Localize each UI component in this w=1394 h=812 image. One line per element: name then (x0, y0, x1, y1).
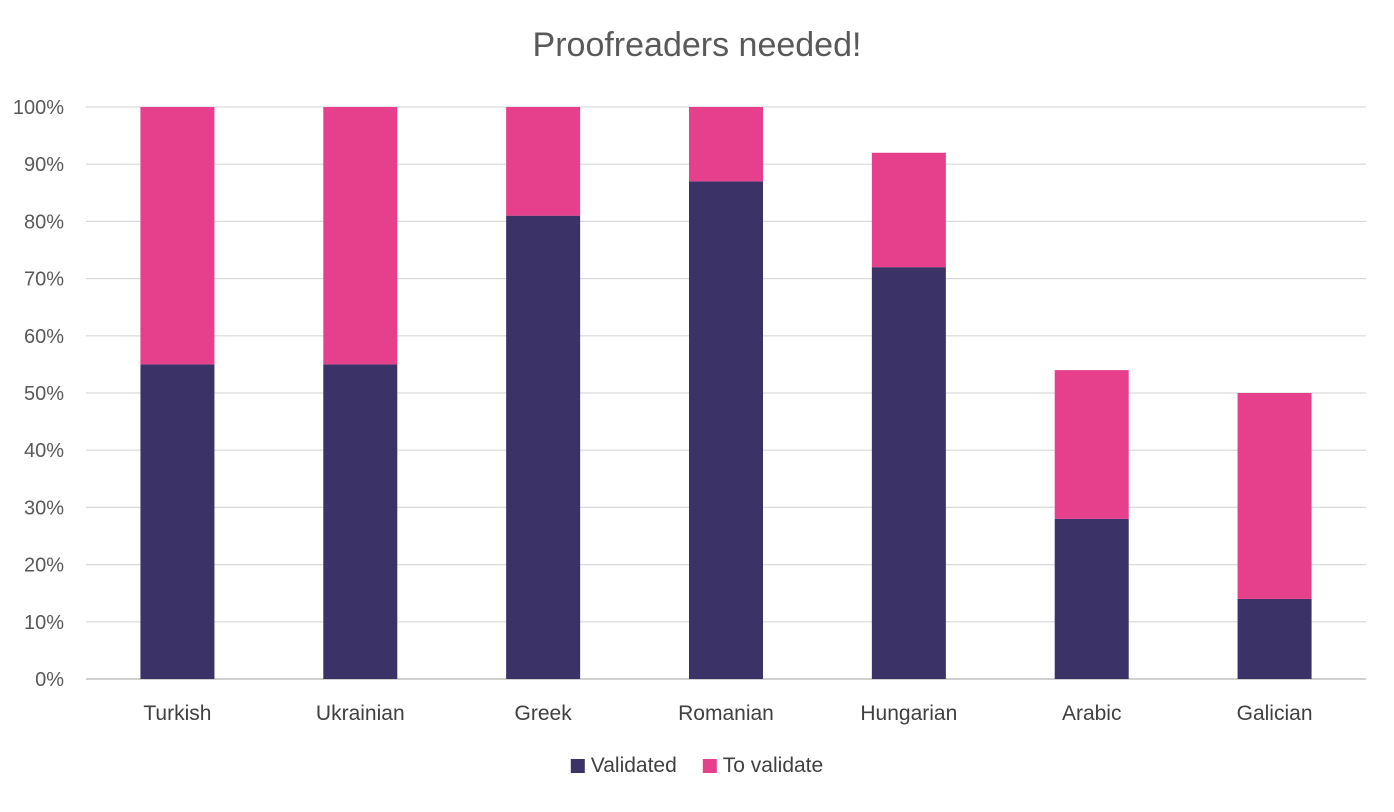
y-tick-label: 30% (24, 497, 64, 519)
y-tick-label: 80% (24, 211, 64, 233)
bar-segment (871, 267, 946, 679)
y-tick-label: 50% (24, 383, 64, 405)
bar-segment (1054, 518, 1129, 679)
legend: Validated To validate (570, 754, 823, 777)
y-tick-label: 70% (24, 269, 64, 291)
x-tick-label: Turkish (143, 702, 211, 725)
legend-label: To validate (723, 754, 823, 777)
bar-segment (140, 364, 215, 679)
x-tick-label: Hungarian (860, 702, 957, 725)
bar-segment (1237, 598, 1312, 679)
y-tick-label: 10% (24, 612, 64, 634)
y-tick-label: 100% (13, 97, 64, 119)
chart-title: Proofreaders needed! (532, 26, 862, 64)
bar-segment (506, 215, 581, 679)
x-tick-label: Romanian (678, 702, 774, 725)
bar-segment (689, 181, 763, 680)
y-tick-label: 20% (24, 555, 64, 577)
legend-swatch (570, 759, 585, 773)
legend-swatch (702, 759, 717, 773)
bar-segment (323, 364, 398, 679)
bar-segment (689, 107, 763, 182)
x-tick-label: Arabic (1062, 702, 1122, 725)
bar-segment (323, 107, 398, 365)
bar-segment (140, 107, 215, 365)
y-tick-label: 40% (24, 440, 64, 462)
x-tick-label: Greek (515, 702, 573, 725)
bar-segment (1054, 370, 1129, 519)
axes: 0% 10% 20% 30% 40% 50% 60% 70% 80% 90% 100% Turkish… (13, 97, 1313, 725)
x-tick-label: Ukrainian (316, 702, 405, 725)
bar-segment (506, 107, 581, 216)
y-tick-label: 0% (35, 669, 64, 691)
bar-segment (871, 152, 946, 268)
bars (140, 107, 1312, 680)
x-tick-label: Galician (1237, 702, 1313, 725)
bar-segment (1237, 393, 1312, 599)
y-tick-label: 60% (24, 326, 64, 348)
y-tick-label: 90% (24, 154, 64, 176)
legend-label: Validated (591, 754, 677, 777)
